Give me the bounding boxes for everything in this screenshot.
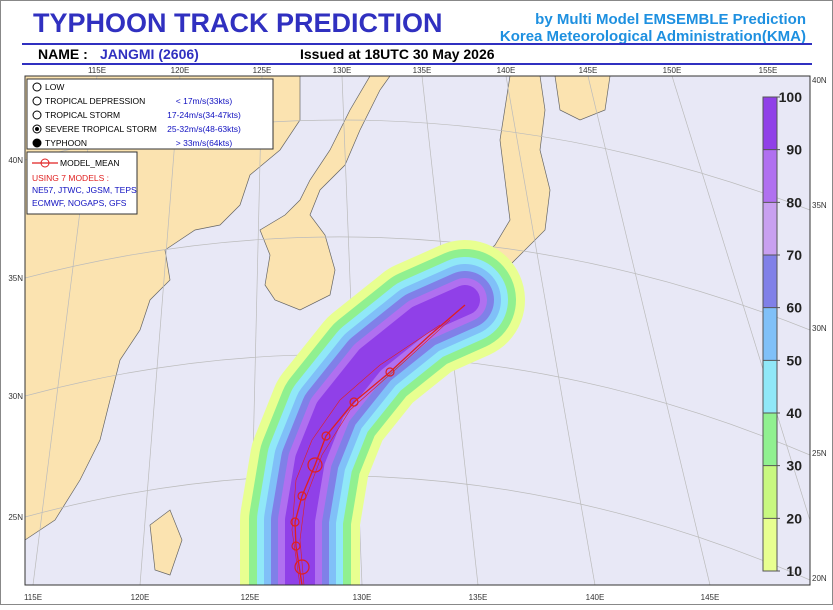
lon-label: 155E xyxy=(759,66,778,75)
colorbar-label: 20 xyxy=(786,510,802,526)
lon-label: 130E xyxy=(333,66,352,75)
lon-label: 140E xyxy=(586,593,605,602)
legend-range: > 33m/s(64kts) xyxy=(176,138,233,148)
lon-label: 115E xyxy=(24,593,42,602)
colorbar-label: 50 xyxy=(786,352,802,368)
name-label: NAME : xyxy=(38,46,88,62)
lat-label: 30N xyxy=(812,324,827,333)
lat-label: 35N xyxy=(8,274,23,283)
colorbar-segment xyxy=(763,413,777,466)
lon-label: 150E xyxy=(663,66,682,75)
colorbar-label: 30 xyxy=(786,458,802,474)
model-mean: MODEL_MEAN xyxy=(60,158,120,168)
legend-range: 17-24m/s(34-47kts) xyxy=(167,110,241,120)
lon-label: 120E xyxy=(131,593,150,602)
map xyxy=(25,76,810,585)
lat-label: 30N xyxy=(8,392,23,401)
colorbar-label: 70 xyxy=(786,247,802,263)
legend-label: TROPICAL STORM xyxy=(45,110,120,120)
legend: LOW TROPICAL DEPRESSION < 17m/s(33kts) TROP… xyxy=(26,78,274,215)
colorbar-label: 40 xyxy=(786,405,802,421)
lat-label: 40N xyxy=(812,76,827,85)
typhoon-name: JANGMI (2606) xyxy=(100,46,199,62)
legend-label: SEVERE TROPICAL STORM xyxy=(45,124,157,134)
legend-range: < 17m/s(33kts) xyxy=(176,96,233,106)
colorbar-label: 90 xyxy=(786,142,802,158)
lon-label: 140E xyxy=(497,66,516,75)
colorbar-segment xyxy=(763,149,777,203)
swath-layer xyxy=(285,285,480,585)
map-border xyxy=(24,75,811,586)
lat-label: 40N xyxy=(8,156,23,165)
models: ECMWF, NOGAPS, GFS xyxy=(32,198,127,208)
colorbar-segment xyxy=(763,202,777,255)
lat-label: 25N xyxy=(8,513,23,522)
colorbar-segment xyxy=(763,97,777,150)
colorbar-label: 80 xyxy=(786,194,802,210)
coordinate-labels: 115E 120E 125E 130E 135E 140E 145E 150E 155E 115E… xyxy=(8,66,827,602)
lon-label: 130E xyxy=(353,593,372,602)
colorbar-label: 60 xyxy=(786,300,802,316)
lon-label: 145E xyxy=(579,66,598,75)
track xyxy=(290,304,466,585)
subtitle: by Multi Model EMSEMBLE Prediction xyxy=(535,11,806,28)
lat-label: 20N xyxy=(812,574,827,583)
lon-label: 135E xyxy=(469,593,488,602)
legend-label: LOW xyxy=(45,82,64,92)
lon-label: 120E xyxy=(171,66,190,75)
lon-label: 125E xyxy=(253,66,272,75)
legend-label: TROPICAL DEPRESSION xyxy=(45,96,145,106)
lon-label: 135E xyxy=(413,66,432,75)
lat-label: 35N xyxy=(812,201,827,210)
legend-range: 25-32m/s(48-63kts) xyxy=(167,124,241,134)
colorbar-segment xyxy=(763,307,777,361)
models-note: USING 7 MODELS : xyxy=(32,173,109,183)
title: TYPHOON TRACK PREDICTION xyxy=(33,8,443,38)
colorbar: 10 20 30 40 50 60 70 80 90 100 xyxy=(762,89,803,579)
legend-label: TYPHOON xyxy=(45,138,87,148)
lon-label: 125E xyxy=(241,593,260,602)
colorbar-segment xyxy=(763,255,777,308)
colorbar-segment xyxy=(763,360,777,413)
probability-swath xyxy=(240,240,525,585)
colorbar-label: 10 xyxy=(786,563,802,579)
lon-label: 145E xyxy=(701,593,720,602)
colorbar-segment xyxy=(763,465,777,519)
issued: Issued at 18UTC 30 May 2026 xyxy=(300,46,495,62)
lat-label: 25N xyxy=(812,449,827,458)
colorbar-segment xyxy=(763,518,777,571)
subtitle: Korea Meteorological Administration(KMA) xyxy=(500,28,806,45)
colorbar-label: 100 xyxy=(779,89,803,105)
lon-label: 115E xyxy=(88,66,106,75)
models: NE57, JTWC, JGSM, TEPS xyxy=(32,185,137,195)
